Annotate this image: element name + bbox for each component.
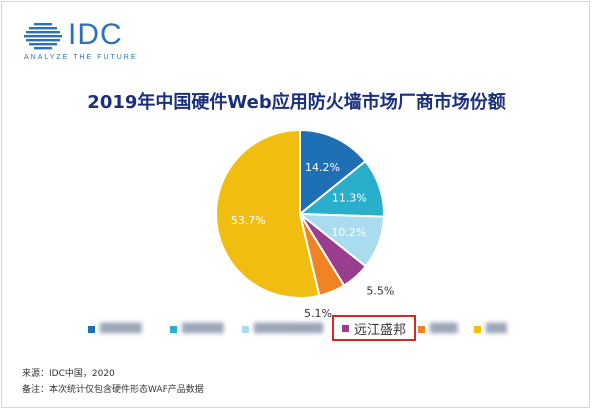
pie-slice-5-label: 5.1% (304, 307, 332, 320)
pie-slice-2-label: 11.3% (332, 191, 367, 204)
legend-swatch (474, 325, 481, 333)
logo-wordmark: IDC (68, 18, 123, 51)
legend-swatch (418, 325, 425, 333)
legend-item-6: ███ (474, 318, 507, 340)
legend-swatch (170, 325, 177, 333)
legend-swatch (88, 325, 95, 333)
idc-logo: IDC ANALYZE THE FUTURE (24, 18, 164, 67)
legend-item-highlighted: 远江盛邦 (332, 315, 417, 341)
legend-swatch (342, 324, 349, 332)
chart-title: 2019年中国硬件Web应用防火墙市场厂商市场份额 (87, 92, 506, 113)
pie-slice-6 (215, 128, 321, 299)
footnote: 备注：本次统计仅包含硬件形态WAF产品数据 (22, 385, 204, 395)
pie-slice-1-label: 14.2% (305, 161, 340, 174)
legend-label-redacted: ██████ (100, 324, 142, 334)
pie-slice-1 (299, 128, 367, 217)
legend-label-redacted: ██████████ (254, 324, 324, 334)
pie-slice-4-label: 5.5% (366, 284, 394, 297)
legend-label-redacted: ███ (486, 324, 507, 334)
legend-item-5: ████ (418, 318, 458, 340)
pie-slice-3-label: 10.2% (331, 226, 366, 239)
chart-legend: ██████ ██████ ██████████ 远江盛邦 ████ ███ (88, 315, 568, 341)
logo-tagline: ANALYZE THE FUTURE (24, 54, 138, 61)
idc-globe-icon (24, 23, 62, 50)
legend-label: 远江盛邦 (354, 322, 407, 338)
legend-item-1: ██████ (88, 318, 142, 340)
legend-label-redacted: ██████ (182, 324, 224, 334)
legend-item-2: ██████ (170, 318, 224, 340)
source-note: 来源：IDC中国，2020 (22, 369, 115, 379)
legend-label-redacted: ████ (430, 324, 458, 334)
legend-swatch (242, 325, 249, 333)
pie-slice-6-label: 53.7% (231, 214, 266, 227)
legend-item-3: ██████████ (242, 318, 323, 340)
